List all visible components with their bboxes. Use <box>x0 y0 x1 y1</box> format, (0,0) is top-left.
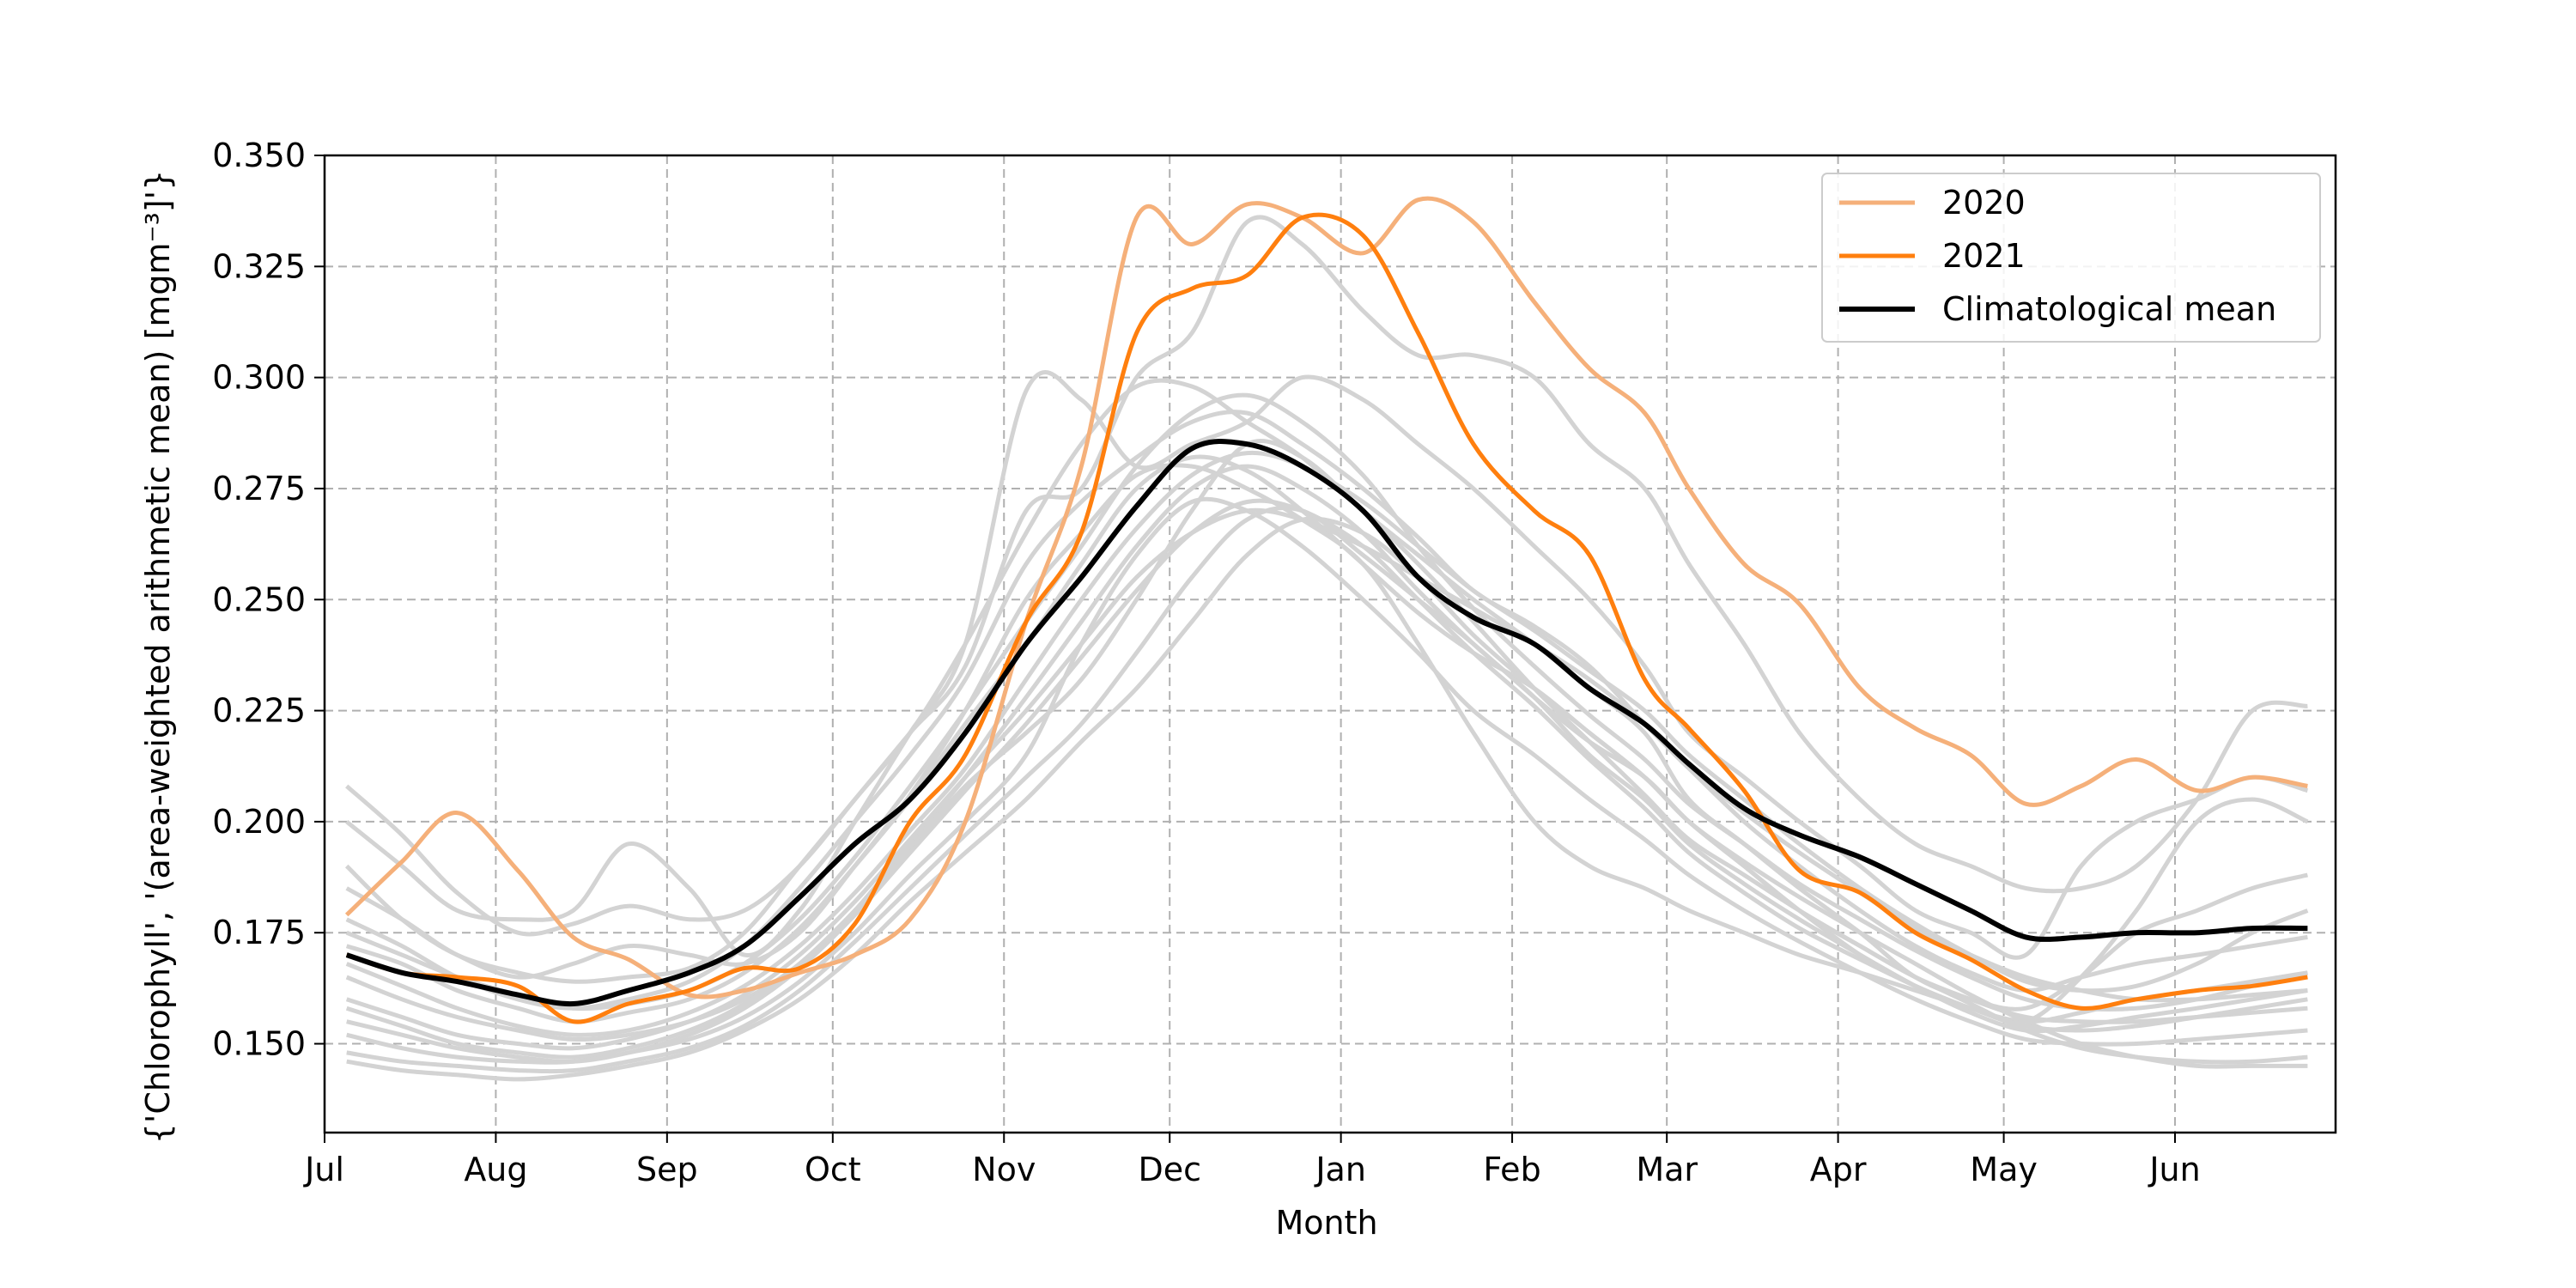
background-year-line <box>345 215 2308 937</box>
legend-label: 2021 <box>1942 237 2026 275</box>
legend: 2020 2021 Climatological mean <box>1821 173 2321 343</box>
y-tick-label: 0.150 <box>212 1025 306 1063</box>
background-year-line <box>345 507 2308 1051</box>
x-axis-ticks: Jul Aug Sep Oct Nov Dec Jan Feb Mar Apr May Jun <box>303 1133 2201 1188</box>
legend-label: 2020 <box>1942 184 2026 222</box>
x-tick-label: Jan <box>1314 1151 1366 1188</box>
x-tick-label: May <box>1970 1151 2038 1188</box>
y-tick-label: 0.250 <box>212 580 306 618</box>
series-line-1 <box>344 196 2308 999</box>
x-tick-label: Apr <box>1810 1151 1867 1188</box>
y-tick-label: 0.275 <box>212 470 306 507</box>
y-tick-label: 0.300 <box>212 359 306 397</box>
axes-frame <box>323 154 2337 1134</box>
legend-box <box>1821 173 2321 343</box>
x-tick-label: Feb <box>1483 1151 1540 1188</box>
series-lines <box>344 196 2308 1024</box>
x-tick-label: Jul <box>303 1151 344 1188</box>
background-year-lines <box>344 215 2309 1082</box>
y-tick-label: 0.200 <box>212 803 306 841</box>
series-line-3 <box>345 438 2308 1007</box>
x-axis-title: Month <box>1275 1204 1377 1242</box>
x-tick-label: Aug <box>464 1151 527 1188</box>
y-tick-label: 0.225 <box>212 692 306 730</box>
y-axis-title: {'Chlorophyll', '(area-weighted arithmet… <box>139 170 177 1145</box>
y-tick-label: 0.175 <box>212 914 306 951</box>
legend-label: Climatological mean <box>1942 290 2276 328</box>
background-year-line <box>345 439 2308 1060</box>
background-year-line <box>346 496 2308 1065</box>
background-year-line <box>346 498 2308 1064</box>
y-axis-ticks: 0.150 0.175 0.200 0.225 0.250 0.275 0.300 0.325… <box>212 137 325 1063</box>
x-tick-label: Mar <box>1636 1151 1698 1188</box>
x-tick-label: Nov <box>972 1151 1036 1188</box>
x-tick-label: Dec <box>1138 1151 1201 1188</box>
x-tick-label: Oct <box>805 1151 861 1188</box>
x-tick-label: Sep <box>636 1151 698 1188</box>
background-year-line <box>345 370 2309 960</box>
grid-lines <box>325 155 2336 1133</box>
series-line-2 <box>345 212 2308 1024</box>
y-tick-label: 0.325 <box>212 247 306 285</box>
x-tick-label: Jun <box>2148 1151 2200 1188</box>
background-year-line <box>345 410 2308 1011</box>
y-tick-label: 0.350 <box>212 137 306 174</box>
